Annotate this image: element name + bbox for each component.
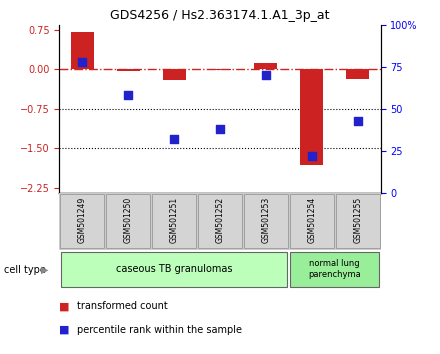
Text: GSM501249: GSM501249 (78, 197, 87, 243)
Point (262, 73, 269, 78)
Point (125, 93, 132, 98)
Bar (346, 69, 369, 79)
Text: GSM501250: GSM501250 (124, 197, 133, 243)
Text: GSM501253: GSM501253 (261, 197, 271, 243)
Bar (254, 63, 277, 69)
Bar (152, 194, 196, 249)
Point (79, 59, 86, 65)
Text: transformed count: transformed count (77, 301, 168, 311)
Point (171, 136, 178, 142)
Text: cell type: cell type (4, 265, 46, 275)
Text: GSM501255: GSM501255 (353, 197, 362, 243)
Bar (71, 32, 94, 69)
Point (308, 153, 315, 159)
Point (354, 118, 361, 124)
Bar (61, 251, 287, 287)
Bar (209, 69, 231, 70)
Text: GSM501252: GSM501252 (216, 197, 224, 243)
Text: GSM501251: GSM501251 (169, 197, 179, 243)
Text: ▶: ▶ (41, 265, 48, 275)
Bar (198, 194, 242, 249)
Text: GSM501254: GSM501254 (307, 197, 316, 243)
Text: ■: ■ (59, 325, 70, 335)
Text: ■: ■ (59, 301, 70, 311)
Bar (163, 69, 186, 80)
Text: percentile rank within the sample: percentile rank within the sample (77, 325, 242, 335)
Bar (244, 194, 288, 249)
Bar (300, 69, 323, 165)
Bar (117, 69, 140, 71)
Bar (106, 194, 150, 249)
Bar (290, 251, 379, 287)
Bar (60, 194, 104, 249)
Bar (290, 194, 334, 249)
Text: caseous TB granulomas: caseous TB granulomas (116, 264, 232, 274)
Text: GDS4256 / Hs2.363174.1.A1_3p_at: GDS4256 / Hs2.363174.1.A1_3p_at (110, 9, 330, 22)
Text: normal lung
parenchyma: normal lung parenchyma (308, 259, 361, 279)
Bar (336, 194, 380, 249)
Point (216, 126, 224, 132)
